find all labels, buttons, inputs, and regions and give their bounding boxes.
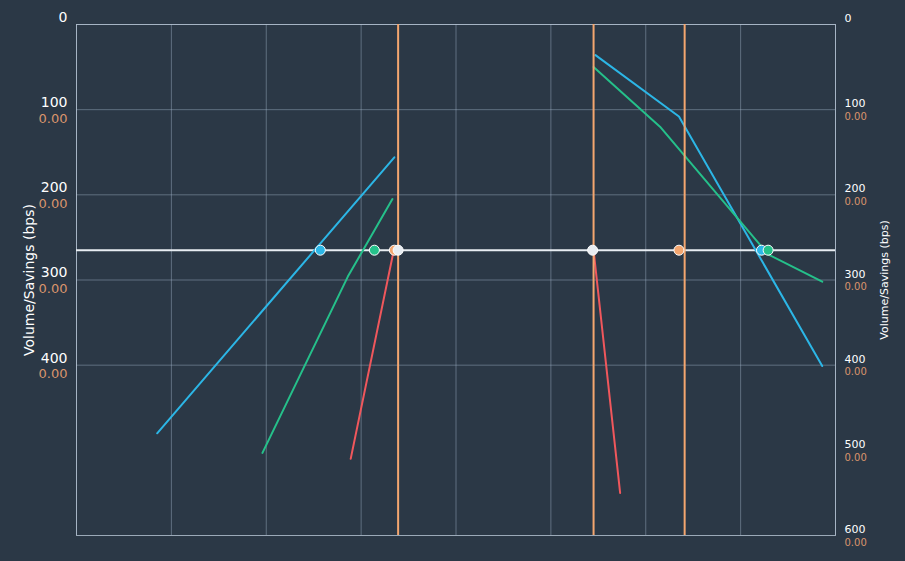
svg-text:600: 600	[845, 523, 866, 536]
svg-text:400: 400	[41, 350, 68, 366]
svg-text:100: 100	[41, 94, 68, 110]
svg-text:0.00: 0.00	[39, 281, 68, 296]
svg-text:0.00: 0.00	[845, 366, 867, 377]
svg-text:Volume/Savings (bps): Volume/Savings (bps)	[21, 204, 37, 356]
svg-text:500: 500	[845, 438, 866, 451]
svg-text:400: 400	[845, 353, 866, 366]
svg-text:300: 300	[41, 264, 68, 280]
svg-text:0: 0	[845, 12, 852, 25]
svg-text:Volume/Savings (bps): Volume/Savings (bps)	[878, 220, 891, 339]
svg-text:200: 200	[41, 179, 68, 195]
svg-text:0.00: 0.00	[845, 281, 867, 292]
svg-text:300: 300	[845, 268, 866, 281]
svg-text:0.00: 0.00	[845, 196, 867, 207]
svg-text:200: 200	[845, 182, 866, 195]
svg-text:0.00: 0.00	[39, 196, 68, 211]
svg-text:0.00: 0.00	[845, 537, 867, 548]
svg-text:0.00: 0.00	[39, 111, 68, 126]
svg-text:100: 100	[845, 97, 866, 110]
svg-text:0.00: 0.00	[845, 452, 867, 463]
svg-text:0: 0	[59, 9, 68, 25]
svg-text:0.00: 0.00	[845, 111, 867, 122]
svg-text:0.00: 0.00	[39, 366, 68, 381]
